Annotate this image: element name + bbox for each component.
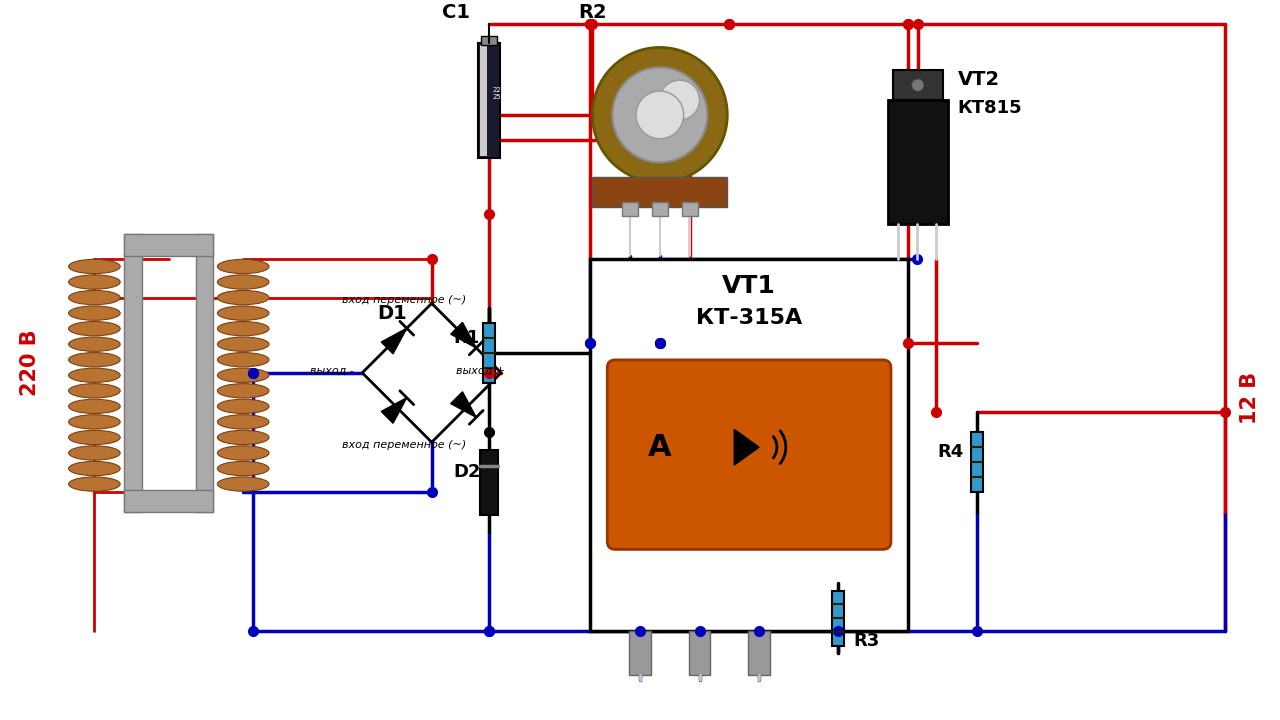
Circle shape — [593, 48, 727, 182]
Ellipse shape — [218, 477, 269, 491]
Ellipse shape — [69, 368, 120, 382]
Bar — [689, 631, 710, 675]
Ellipse shape — [69, 431, 120, 444]
Text: VT1: VT1 — [722, 274, 776, 297]
Text: КТ815: КТ815 — [957, 99, 1021, 117]
Bar — [196, 234, 214, 512]
Bar — [832, 591, 845, 646]
Ellipse shape — [69, 259, 120, 274]
FancyBboxPatch shape — [607, 360, 891, 549]
Text: А: А — [648, 433, 672, 462]
Bar — [480, 45, 488, 156]
Text: R1: R1 — [453, 329, 480, 347]
Polygon shape — [381, 328, 407, 354]
Ellipse shape — [69, 462, 120, 476]
Polygon shape — [381, 397, 407, 423]
Ellipse shape — [218, 384, 269, 398]
Ellipse shape — [218, 353, 269, 367]
Bar — [893, 71, 942, 100]
Text: 220 В: 220 В — [20, 330, 40, 396]
Circle shape — [636, 91, 684, 139]
Polygon shape — [735, 429, 759, 465]
Circle shape — [612, 67, 708, 163]
Bar — [628, 631, 652, 675]
Ellipse shape — [69, 415, 120, 429]
Ellipse shape — [69, 306, 120, 320]
Bar — [479, 43, 500, 158]
Bar — [748, 631, 771, 675]
Text: R2: R2 — [579, 3, 607, 22]
Text: КТ-315А: КТ-315А — [696, 308, 803, 328]
Polygon shape — [451, 392, 476, 418]
Ellipse shape — [69, 290, 120, 305]
Circle shape — [660, 80, 699, 120]
Text: D1: D1 — [378, 304, 407, 323]
Text: D2: D2 — [453, 463, 481, 481]
Ellipse shape — [69, 337, 120, 351]
Ellipse shape — [218, 368, 269, 382]
Text: R4: R4 — [937, 443, 964, 461]
Bar — [593, 177, 727, 207]
Ellipse shape — [218, 399, 269, 413]
Bar — [124, 490, 214, 512]
Circle shape — [911, 79, 924, 91]
Ellipse shape — [218, 462, 269, 476]
Ellipse shape — [69, 353, 120, 367]
Bar — [480, 450, 498, 515]
Bar — [124, 234, 142, 512]
Bar — [972, 432, 983, 492]
Bar — [682, 202, 698, 216]
Bar — [484, 323, 495, 383]
Text: C1: C1 — [442, 3, 470, 22]
Ellipse shape — [218, 337, 269, 351]
Ellipse shape — [69, 446, 120, 460]
Text: вход переменное (~): вход переменное (~) — [343, 440, 467, 450]
Bar — [590, 258, 908, 631]
Text: выход -: выход - — [311, 366, 355, 376]
Ellipse shape — [218, 275, 269, 289]
Ellipse shape — [218, 446, 269, 460]
Ellipse shape — [218, 306, 269, 320]
Ellipse shape — [218, 322, 269, 336]
Bar — [124, 234, 214, 256]
Ellipse shape — [69, 384, 120, 398]
Bar — [622, 202, 637, 216]
Text: выход +: выход + — [457, 366, 506, 376]
Text: вход переменное (~): вход переменное (~) — [343, 295, 467, 305]
Ellipse shape — [218, 415, 269, 429]
Ellipse shape — [69, 477, 120, 491]
Bar — [652, 202, 668, 216]
Text: VT2: VT2 — [957, 70, 1000, 89]
Text: 12 В: 12 В — [1240, 372, 1260, 423]
Bar — [481, 35, 497, 45]
Text: 2200μF
25V: 2200μF 25V — [493, 86, 518, 99]
Text: R3: R3 — [854, 631, 879, 649]
Ellipse shape — [218, 431, 269, 444]
Ellipse shape — [69, 322, 120, 336]
Ellipse shape — [69, 399, 120, 413]
Bar — [888, 100, 947, 224]
Ellipse shape — [69, 275, 120, 289]
Ellipse shape — [218, 259, 269, 274]
Polygon shape — [451, 323, 476, 348]
Ellipse shape — [218, 290, 269, 305]
